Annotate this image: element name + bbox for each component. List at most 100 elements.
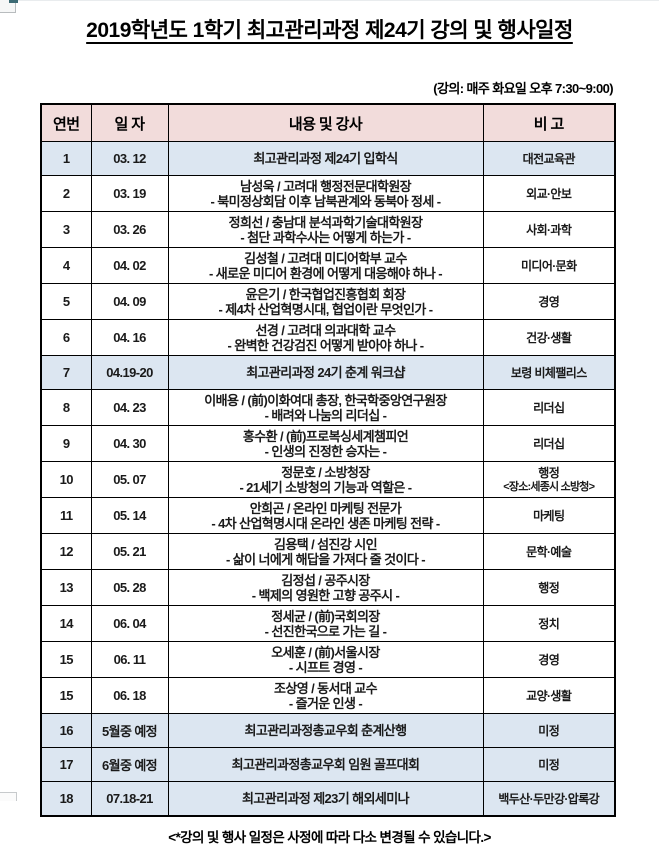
content-line: 정문호 / 소방청장 (281, 464, 370, 480)
row-number-cell: 17 (40, 747, 92, 782)
row-note-cell: 미정 (482, 713, 616, 748)
content-line: 이배용 / (前)이화여대 총장, 한국학중앙연구원장 (204, 392, 447, 408)
row-content-cell: 이배용 / (前)이화여대 총장, 한국학중앙연구원장 - 배려와 나눔의 리더십… (167, 389, 484, 426)
row-number-cell: 9 (40, 425, 92, 462)
row-date-cell: 04. 30 (90, 425, 169, 462)
header-content: 내용 및 강사 (167, 103, 484, 142)
row-note-cell: 리더십 (482, 425, 616, 462)
row-date-cell: 05. 28 (90, 569, 169, 606)
row-note-cell: 행정 <장소:세종시 소방청> (482, 461, 616, 498)
content-line: - 4차 산업혁명시대 온라인 생존 마케팅 전략 - (211, 515, 440, 531)
note-line: 정치 (538, 616, 560, 631)
table-row: 11 05. 14 안희곤 / 온라인 마케팅 전문가 - 4차 산업혁명시대 온… (40, 497, 616, 534)
row-note-cell: 경영 (482, 283, 616, 320)
row-content-cell: 조상영 / 동서대 교수 - 즐거운 인생 - (167, 677, 484, 714)
table-row: 1 03. 12 최고관리과정 제24기 입학식 대전교육관 (40, 141, 616, 176)
row-number-cell: 5 (40, 283, 92, 320)
spreadsheet-fill-handle-artifact (9, 0, 18, 3)
row-date-cell: 03. 12 (90, 141, 169, 176)
table-row: 8 04. 23 이배용 / (前)이화여대 총장, 한국학중앙연구원장 - 배려… (40, 389, 616, 426)
content-line: 홍수환 / (前)프로복싱세계챔피언 (242, 428, 409, 444)
lecture-time-note: (강의: 매주 화요일 오후 7:30~9:00) (433, 81, 613, 96)
table-row: 10 05. 07 정문호 / 소방청장 - 21세기 소방청의 기능과 역할은 … (40, 461, 616, 498)
row-content-cell: 김성철 / 고려대 미디어학부 교수 - 새로운 미디어 환경에 어떻게 대응해야… (167, 247, 484, 284)
row-note-cell: 마케팅 (482, 497, 616, 534)
row-date-cell: 6월중 예정 (90, 747, 169, 782)
note-line: 백두산·두만강·압록강 (498, 791, 600, 806)
row-date-cell: 06. 18 (90, 677, 169, 714)
content-line: - 백제의 영원한 고향 공주시 - (251, 587, 400, 603)
content-line: - 21세기 소방청의 기능과 역할은 - (239, 479, 412, 495)
header-number: 연번 (40, 103, 92, 142)
spreadsheet-cell-artifact-bottom (0, 792, 17, 801)
row-date-cell: 5월중 예정 (90, 713, 169, 748)
note-line: 행정 (538, 465, 560, 480)
row-date-cell: 05. 21 (90, 533, 169, 570)
content-line: 최고관리과정 24기 춘계 워크샵 (246, 365, 405, 380)
row-content-cell: 정세균 / (前)국회의장 - 선진한국으로 가는 길 - (167, 605, 484, 642)
content-line: - 첨단 과학수사는 어떻게 하는가 - (240, 229, 411, 245)
content-line: - 선진한국으로 가는 길 - (264, 623, 387, 639)
row-note-cell: 외교·안보 (482, 175, 616, 212)
content-line: 조상영 / 동서대 교수 (274, 680, 378, 696)
row-note-cell: 리더십 (482, 389, 616, 426)
content-line: 남성욱 / 고려대 행정전문대학원장 (239, 178, 412, 194)
content-line: - 완벽한 건강검진 어떻게 받아야 하나 - (227, 337, 425, 353)
row-date-cell: 04. 23 (90, 389, 169, 426)
change-notice: <*강의 및 행사 일정은 사정에 따라 다소 변경될 수 있습니다.> (168, 830, 491, 845)
row-number-cell: 8 (40, 389, 92, 426)
note-line: 미정 (538, 757, 560, 772)
note-line: 보령 비체팰리스 (510, 365, 587, 380)
table-row: 6 04. 16 선경 / 고려대 의과대학 교수 - 완벽한 건강검진 어떻게 … (40, 319, 616, 356)
content-line: - 새로운 미디어 환경에 어떻게 대응해야 하나 - (208, 265, 443, 281)
content-line: 최고관리과정총교우회 임원 골프대회 (231, 757, 420, 772)
row-number-cell: 7 (40, 355, 92, 390)
note-line: 경영 (538, 652, 560, 667)
table-row: 5 04. 09 윤은기 / 한국협업진흥협회 회장 - 제4차 산업혁명시대, … (40, 283, 616, 320)
note-line: 마케팅 (533, 508, 565, 523)
row-content-cell: 김용택 / 섬진강 시인 - 삶이 너에게 해답을 가져다 줄 것이다 - (167, 533, 484, 570)
note-line: 경영 (538, 294, 560, 309)
row-content-cell: 정문호 / 소방청장 - 21세기 소방청의 기능과 역할은 - (167, 461, 484, 498)
content-line: - 북미정상회담 이후 남북관계와 동북아 정세 - (210, 193, 441, 209)
note-line: 대전교육관 (522, 151, 576, 166)
content-line: 안희곤 / 온라인 마케팅 전문가 (249, 500, 402, 516)
content-line: - 시프트 경영 - (288, 659, 363, 675)
header-note: 비 고 (482, 103, 616, 142)
table-row: 4 04. 02 김성철 / 고려대 미디어학부 교수 - 새로운 미디어 환경에… (40, 247, 616, 284)
content-line: 최고관리과정총교우회 춘계산행 (244, 723, 407, 738)
content-line: 윤은기 / 한국협업진흥협회 회장 (245, 286, 406, 302)
row-number-cell: 1 (40, 141, 92, 176)
row-content-cell: 윤은기 / 한국협업진흥협회 회장 - 제4차 산업혁명시대, 협업이란 무엇인가… (167, 283, 484, 320)
row-date-cell: 04. 16 (90, 319, 169, 356)
table-row: 3 03. 26 정희선 / 충남대 분석과학기술대학원장 - 첨단 과학수사는 … (40, 211, 616, 248)
row-content-cell: 오세훈 / (前)서울시장 - 시프트 경영 - (167, 641, 484, 678)
row-content-cell: 최고관리과정 제23기 해외세미나 (167, 781, 484, 817)
row-note-cell: 미디어·문화 (482, 247, 616, 284)
content-line: 최고관리과정 제23기 해외세미나 (242, 791, 410, 806)
row-number-cell: 12 (40, 533, 92, 570)
row-content-cell: 정희선 / 충남대 분석과학기술대학원장 - 첨단 과학수사는 어떻게 하는가 - (167, 211, 484, 248)
table-row: 15 06. 11 오세훈 / (前)서울시장 - 시프트 경영 - 경영 (40, 641, 616, 678)
table-header-row: 연번 일 자 내용 및 강사 비 고 (40, 103, 616, 142)
row-note-cell: 경영 (482, 641, 616, 678)
note-line: 문학·예술 (526, 544, 572, 559)
table-row: 16 5월중 예정 최고관리과정총교우회 춘계산행 미정 (40, 713, 616, 748)
note-line: 리더십 (533, 400, 565, 415)
table-row: 18 07.18-21 최고관리과정 제23기 해외세미나 백두산·두만강·압록… (40, 781, 616, 817)
table-row: 14 06. 04 정세균 / (前)국회의장 - 선진한국으로 가는 길 - 정… (40, 605, 616, 642)
note-line: 사회·과학 (526, 222, 572, 237)
row-note-cell: 대전교육관 (482, 141, 616, 176)
schedule-table: 연번 일 자 내용 및 강사 비 고 1 03. 12 최고관리과정 제24기 … (40, 103, 616, 817)
table-row: 9 04. 30 홍수환 / (前)프로복싱세계챔피언 - 인생의 진정한 승자는… (40, 425, 616, 462)
table-row: 7 04.19-20 최고관리과정 24기 춘계 워크샵 보령 비체팰리스 (40, 355, 616, 390)
row-date-cell: 06. 04 (90, 605, 169, 642)
note-line: 외교·안보 (526, 186, 572, 201)
row-note-cell: 교양·생활 (482, 677, 616, 714)
row-number-cell: 16 (40, 713, 92, 748)
content-line: - 즐거운 인생 - (288, 695, 363, 711)
row-date-cell: 05. 07 (90, 461, 169, 498)
row-note-cell: 보령 비체팰리스 (482, 355, 616, 390)
content-line: 선경 / 고려대 의과대학 교수 (255, 322, 396, 338)
